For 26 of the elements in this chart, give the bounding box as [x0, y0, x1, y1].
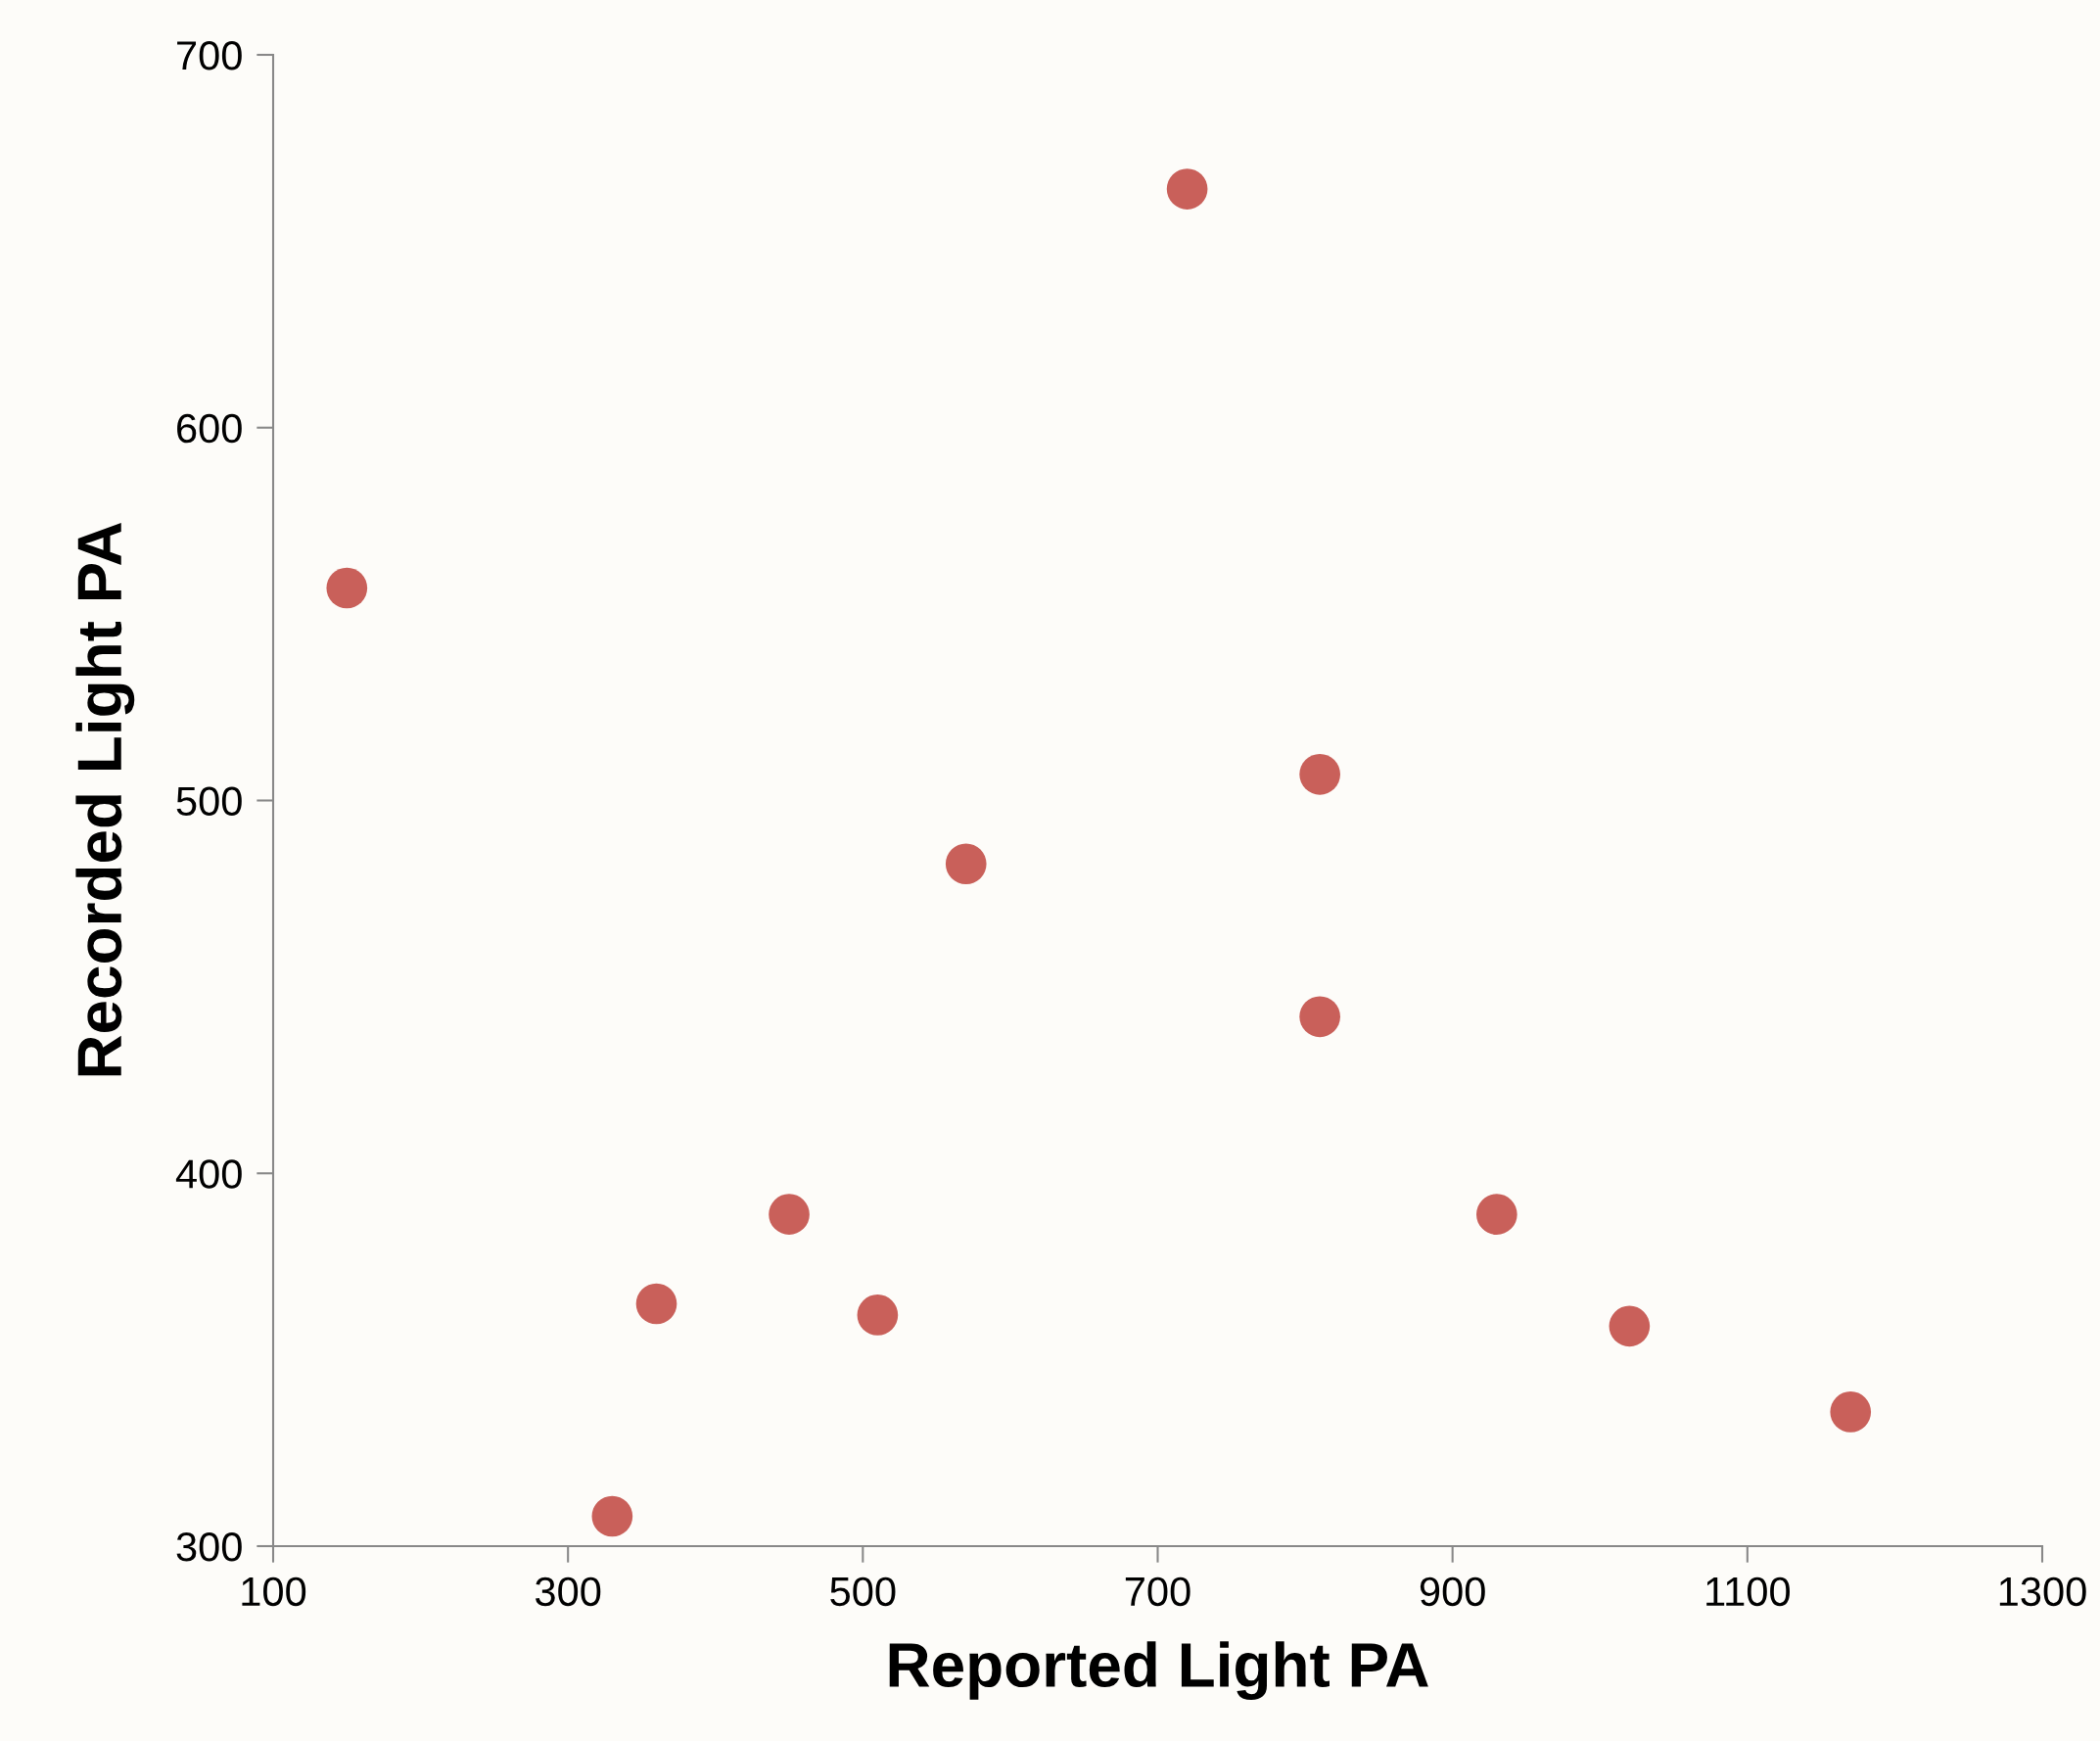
point	[1609, 1305, 1651, 1347]
point	[1830, 1391, 1872, 1433]
y-tick-label: 400	[175, 1159, 242, 1189]
point	[1166, 168, 1208, 210]
x-axis-title: Reported Light PA	[889, 1641, 1428, 1701]
point	[1299, 996, 1340, 1038]
point	[591, 1495, 633, 1537]
x-tick-label: 300	[536, 1576, 601, 1607]
point	[945, 843, 987, 885]
point	[769, 1194, 810, 1235]
x-tick-label: 700	[1125, 1576, 1190, 1607]
y-tick-label: 700	[177, 41, 242, 71]
y-tick-label: 500	[176, 786, 242, 817]
y-tick-label: 300	[176, 1532, 242, 1562]
point	[1299, 754, 1340, 795]
x-tick-label: 100	[242, 1576, 306, 1607]
y-axis-title: Recorded Light PA	[75, 523, 135, 1076]
y-tick-label: 600	[177, 413, 242, 444]
x-tick-label: 1100	[1706, 1576, 1791, 1607]
x-tick-label: 900	[1420, 1576, 1485, 1607]
point	[1476, 1194, 1517, 1235]
point	[326, 567, 368, 609]
point	[635, 1283, 677, 1325]
point	[857, 1294, 899, 1336]
x-tick-label: 500	[830, 1576, 896, 1607]
x-tick-label: 1300	[1999, 1576, 2086, 1607]
